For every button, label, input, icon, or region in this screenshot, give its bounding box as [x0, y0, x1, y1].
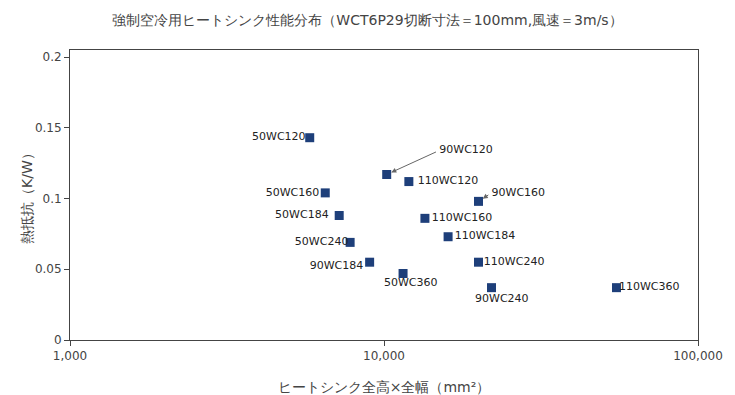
svg-text:0.2: 0.2	[43, 50, 62, 64]
svg-text:1,000: 1,000	[53, 349, 87, 363]
svg-text:90WC184: 90WC184	[310, 259, 364, 272]
svg-text:熱抵抗（K/W）: 熱抵抗（K/W）	[19, 146, 35, 244]
svg-text:50WC184: 50WC184	[275, 208, 329, 221]
svg-text:110WC160: 110WC160	[432, 211, 493, 224]
svg-text:110WC120: 110WC120	[418, 174, 479, 187]
svg-text:50WC120: 50WC120	[252, 130, 306, 143]
svg-text:0: 0	[54, 333, 62, 347]
svg-text:110WC184: 110WC184	[455, 229, 516, 242]
svg-text:90WC120: 90WC120	[439, 143, 493, 156]
svg-text:強制空冷用ヒートシンク性能分布（WCT6P29切断寸法＝10: 強制空冷用ヒートシンク性能分布（WCT6P29切断寸法＝100mm,風速＝3m/…	[112, 12, 622, 28]
svg-text:50WC160: 50WC160	[266, 186, 320, 199]
svg-text:50WC240: 50WC240	[295, 235, 349, 248]
svg-text:0.15: 0.15	[35, 121, 62, 135]
svg-text:110WC240: 110WC240	[484, 255, 545, 268]
svg-text:100,000: 100,000	[673, 349, 723, 363]
svg-text:0.05: 0.05	[35, 262, 62, 276]
svg-text:0.1: 0.1	[43, 192, 62, 206]
svg-text:110WC360: 110WC360	[619, 280, 680, 293]
svg-text:90WC240: 90WC240	[475, 292, 529, 305]
svg-text:50WC360: 50WC360	[384, 276, 438, 289]
svg-text:90WC160: 90WC160	[492, 186, 546, 199]
svg-text:ヒートシンク全高×全幅（mm²）: ヒートシンク全高×全幅（mm²）	[278, 379, 491, 395]
svg-text:10,000: 10,000	[363, 349, 405, 363]
